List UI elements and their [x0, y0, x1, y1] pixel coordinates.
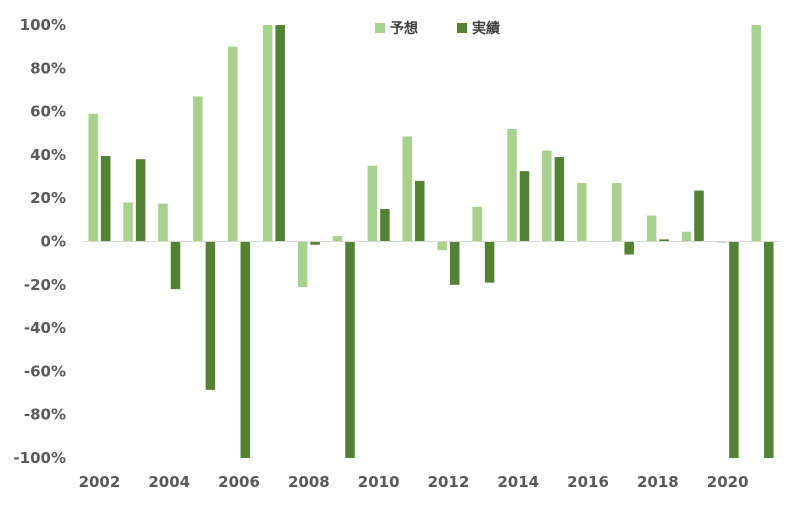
- bar-actual-2006: [240, 241, 251, 458]
- bar-actual-2014: [519, 171, 530, 242]
- bar-forecast-2002: [88, 113, 98, 242]
- bar-actual-2002: [100, 155, 111, 242]
- y-tick-label: -60%: [24, 362, 66, 380]
- y-tick-label: 80%: [30, 59, 66, 77]
- x-tick-label: 2006: [218, 473, 260, 491]
- bar-forecast-2008: [297, 241, 308, 287]
- y-tick-label: -80%: [24, 406, 66, 424]
- bar-actual-2013: [484, 241, 495, 283]
- legend: 予想 実績: [375, 20, 500, 37]
- bar-actual-2003: [135, 159, 146, 242]
- bar-forecast-2009: [332, 236, 343, 242]
- x-tick-label: 2016: [567, 473, 609, 491]
- y-tick-label: -20%: [24, 276, 66, 294]
- bars: [88, 25, 774, 458]
- x-tick-label: 2014: [497, 473, 539, 491]
- bar-actual-2008: [310, 241, 320, 245]
- bar-actual-2017: [624, 241, 634, 255]
- bar-forecast-2018: [646, 215, 657, 242]
- bar-actual-2018: [659, 239, 669, 242]
- y-axis-tick-labels: 100% 80% 60% 40% 20% 0% -20% -40% -60% -80% -100%: [13, 16, 66, 467]
- bar-forecast-2003: [123, 202, 133, 242]
- bar-forecast-2007: [262, 25, 273, 242]
- x-axis-tick-labels: 2002 2004 2006 2008 2010 2012 2014 2016 2018 2020: [79, 473, 749, 491]
- y-tick-label: 0%: [41, 233, 66, 251]
- bar-actual-2021: [764, 241, 774, 458]
- x-tick-label: 2008: [288, 473, 330, 491]
- legend-swatch-forecast: [375, 23, 385, 33]
- bar-actual-2012: [449, 241, 460, 285]
- bar-forecast-2004: [158, 203, 168, 242]
- x-tick-label: 2018: [637, 473, 679, 491]
- x-tick-label: 2020: [707, 473, 749, 491]
- x-tick-label: 2012: [428, 473, 470, 491]
- bar-actual-2004: [170, 241, 181, 290]
- bar-forecast-2011: [402, 136, 413, 242]
- legend-label-forecast: 予想: [390, 20, 418, 37]
- bar-forecast-2021: [751, 25, 762, 242]
- bar-actual-2019: [694, 190, 704, 242]
- x-tick-label: 2010: [358, 473, 400, 491]
- bar-actual-2015: [554, 157, 565, 242]
- bar-forecast-2006: [228, 46, 238, 242]
- bar-forecast-2015: [542, 150, 552, 242]
- legend-swatch-actual: [457, 23, 467, 33]
- bar-forecast-2012: [437, 241, 447, 251]
- bar-forecast-2005: [193, 96, 203, 242]
- bar-forecast-2013: [472, 206, 482, 242]
- y-tick-label: 40%: [30, 146, 66, 164]
- y-tick-label: 60%: [30, 103, 66, 121]
- bar-actual-2005: [205, 241, 216, 390]
- bar-forecast-2019: [681, 231, 692, 242]
- legend-label-actual: 実績: [472, 20, 500, 37]
- bar-actual-2011: [415, 180, 425, 242]
- bar-forecast-2016: [577, 183, 587, 242]
- x-tick-label: 2004: [148, 473, 190, 491]
- y-tick-label: 100%: [20, 16, 66, 34]
- bar-forecast-2014: [507, 128, 517, 242]
- bar-actual-2020: [729, 241, 739, 458]
- bar-forecast-2017: [611, 183, 622, 242]
- y-tick-label: -100%: [13, 449, 66, 467]
- x-tick-label: 2002: [79, 473, 121, 491]
- bar-actual-2010: [380, 209, 390, 242]
- bar-forecast-2020: [716, 241, 727, 243]
- bar-actual-2007: [275, 25, 285, 242]
- bar-actual-2009: [345, 241, 355, 458]
- bar-forecast-2010: [367, 165, 378, 242]
- y-tick-label: 20%: [30, 189, 66, 207]
- y-tick-label: -40%: [24, 319, 66, 337]
